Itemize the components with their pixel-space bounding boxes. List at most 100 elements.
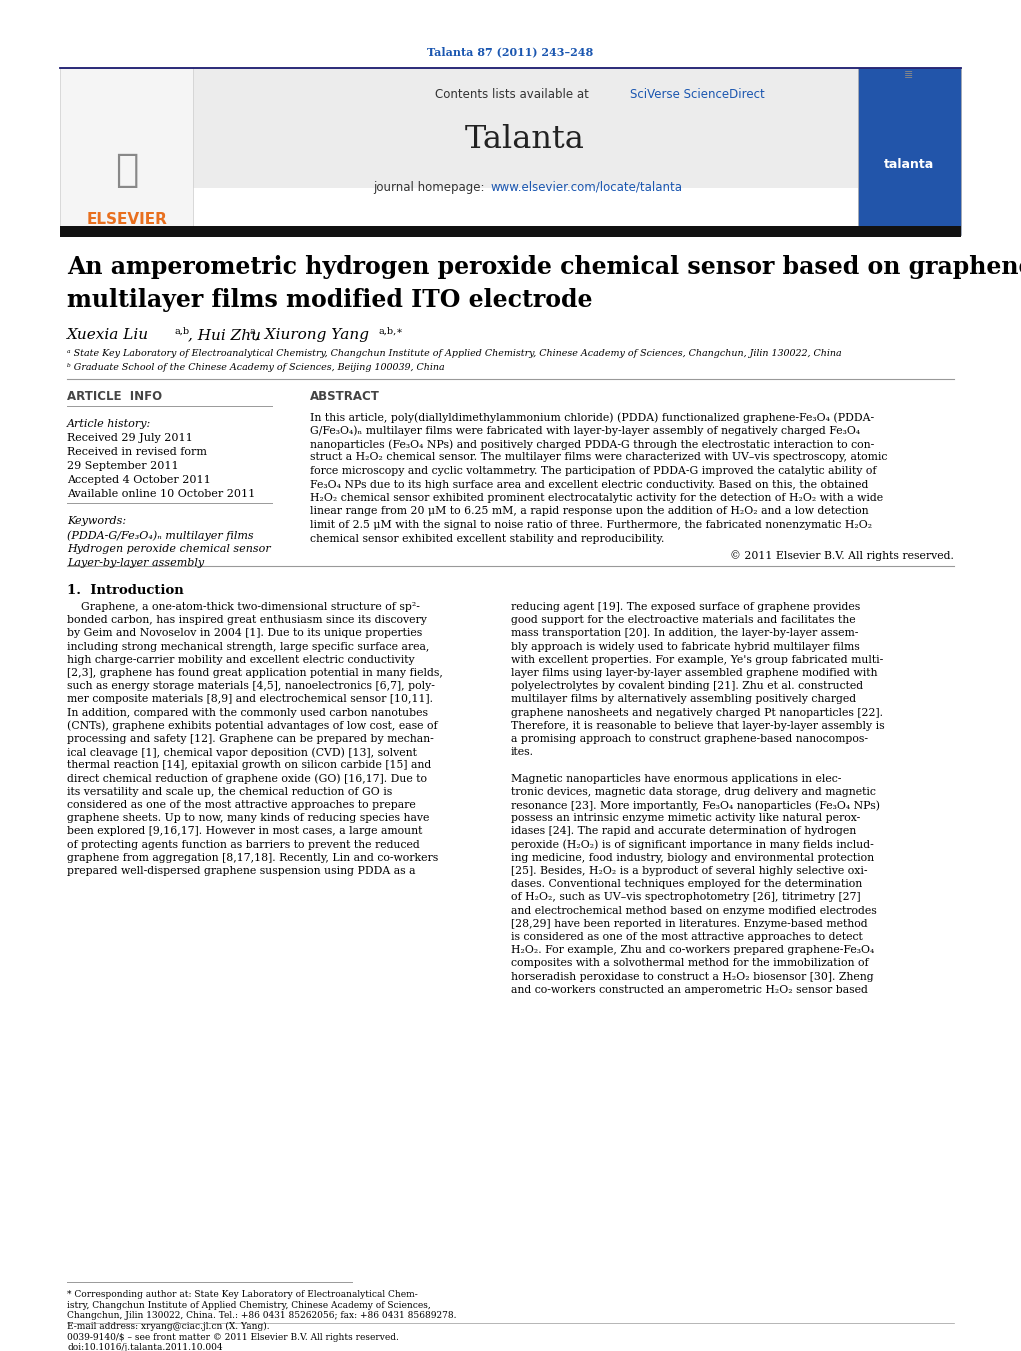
Text: a promising approach to construct graphene-based nanocompos-: a promising approach to construct graphe… xyxy=(510,734,868,744)
Text: tronic devices, magnetic data storage, drug delivery and magnetic: tronic devices, magnetic data storage, d… xyxy=(510,786,876,797)
Text: Layer-by-layer assembly: Layer-by-layer assembly xyxy=(67,558,204,567)
Text: of protecting agents function as barriers to prevent the reduced: of protecting agents function as barrier… xyxy=(67,839,420,850)
Text: reducing agent [19]. The exposed surface of graphene provides: reducing agent [19]. The exposed surface… xyxy=(510,603,861,612)
Text: such as energy storage materials [4,5], nanoelectronics [6,7], poly-: such as energy storage materials [4,5], … xyxy=(67,681,435,692)
Text: ≣: ≣ xyxy=(905,70,914,80)
Text: with excellent properties. For example, Ye's group fabricated multi-: with excellent properties. For example, … xyxy=(510,655,883,665)
Text: * Corresponding author at: State Key Laboratory of Electroanalytical Chem-: * Corresponding author at: State Key Lab… xyxy=(67,1290,418,1300)
Text: ᵇ Graduate School of the Chinese Academy of Sciences, Beijing 100039, China: ᵇ Graduate School of the Chinese Academy… xyxy=(67,362,444,372)
Text: mer composite materials [8,9] and electrochemical sensor [10,11].: mer composite materials [8,9] and electr… xyxy=(67,694,433,704)
Text: possess an intrinsic enzyme mimetic activity like natural perox-: possess an intrinsic enzyme mimetic acti… xyxy=(510,813,861,823)
Text: direct chemical reduction of graphene oxide (GO) [16,17]. Due to: direct chemical reduction of graphene ox… xyxy=(67,774,427,784)
Bar xyxy=(60,68,193,235)
Text: linear range from 20 μM to 6.25 mM, a rapid response upon the addition of H₂O₂ a: linear range from 20 μM to 6.25 mM, a ra… xyxy=(310,507,869,516)
Text: ABSTRACT: ABSTRACT xyxy=(310,390,380,404)
Text: Contents lists available at: Contents lists available at xyxy=(435,89,592,101)
Text: of H₂O₂, such as UV–vis spectrophotometry [26], titrimetry [27]: of H₂O₂, such as UV–vis spectrophotometr… xyxy=(510,893,861,902)
Text: Fe₃O₄ NPs due to its high surface area and excellent electric conductivity. Base: Fe₃O₄ NPs due to its high surface area a… xyxy=(310,480,869,489)
Text: force microscopy and cyclic voltammetry. The participation of PDDA-G improved th: force microscopy and cyclic voltammetry.… xyxy=(310,466,876,476)
Text: In addition, compared with the commonly used carbon nanotubes: In addition, compared with the commonly … xyxy=(67,708,428,717)
Text: H₂O₂ chemical sensor exhibited prominent electrocatalytic activity for the detec: H₂O₂ chemical sensor exhibited prominent… xyxy=(310,493,883,503)
Text: Hydrogen peroxide chemical sensor: Hydrogen peroxide chemical sensor xyxy=(67,544,271,554)
Text: Accepted 4 October 2011: Accepted 4 October 2011 xyxy=(67,476,210,485)
Text: dases. Conventional techniques employed for the determination: dases. Conventional techniques employed … xyxy=(510,880,863,889)
Bar xyxy=(858,68,961,235)
Text: including strong mechanical strength, large specific surface area,: including strong mechanical strength, la… xyxy=(67,642,430,651)
Text: processing and safety [12]. Graphene can be prepared by mechan-: processing and safety [12]. Graphene can… xyxy=(67,734,434,744)
Text: ARTICLE  INFO: ARTICLE INFO xyxy=(67,390,162,404)
Text: [2,3], graphene has found great application potential in many fields,: [2,3], graphene has found great applicat… xyxy=(67,667,443,678)
Text: ing medicine, food industry, biology and environmental protection: ing medicine, food industry, biology and… xyxy=(510,852,874,863)
Text: 29 September 2011: 29 September 2011 xyxy=(67,461,179,471)
Text: ical cleavage [1], chemical vapor deposition (CVD) [13], solvent: ical cleavage [1], chemical vapor deposi… xyxy=(67,747,417,758)
Text: resonance [23]. More importantly, Fe₃O₄ nanoparticles (Fe₃O₄ NPs): resonance [23]. More importantly, Fe₃O₄ … xyxy=(510,800,880,811)
Text: thermal reaction [14], epitaxial growth on silicon carbide [15] and: thermal reaction [14], epitaxial growth … xyxy=(67,761,431,770)
Text: H₂O₂. For example, Zhu and co-workers prepared graphene-Fe₃O₄: H₂O₂. For example, Zhu and co-workers pr… xyxy=(510,946,874,955)
Text: Changchun, Jilin 130022, China. Tel.: +86 0431 85262056; fax: +86 0431 85689278.: Changchun, Jilin 130022, China. Tel.: +8… xyxy=(67,1310,456,1320)
Text: © 2011 Elsevier B.V. All rights reserved.: © 2011 Elsevier B.V. All rights reserved… xyxy=(730,550,954,561)
Text: composites with a solvothermal method for the immobilization of: composites with a solvothermal method fo… xyxy=(510,958,869,969)
Text: struct a H₂O₂ chemical sensor. The multilayer films were characterized with UV–v: struct a H₂O₂ chemical sensor. The multi… xyxy=(310,453,887,462)
Text: graphene from aggregation [8,17,18]. Recently, Lin and co-workers: graphene from aggregation [8,17,18]. Rec… xyxy=(67,852,438,863)
Text: bly approach is widely used to fabricate hybrid multilayer films: bly approach is widely used to fabricate… xyxy=(510,642,860,651)
Text: www.elsevier.com/locate/talanta: www.elsevier.com/locate/talanta xyxy=(490,181,682,193)
Text: ᵃ State Key Laboratory of Electroanalytical Chemistry, Changchun Institute of Ap: ᵃ State Key Laboratory of Electroanalyti… xyxy=(67,350,841,358)
Text: Magnetic nanoparticles have enormous applications in elec-: Magnetic nanoparticles have enormous app… xyxy=(510,774,841,784)
Text: a,b: a,b xyxy=(174,327,189,335)
Text: ELSEVIER: ELSEVIER xyxy=(87,212,167,227)
Text: considered as one of the most attractive approaches to prepare: considered as one of the most attractive… xyxy=(67,800,416,811)
Text: mass transportation [20]. In addition, the layer-by-layer assem-: mass transportation [20]. In addition, t… xyxy=(510,628,859,639)
Text: is considered as one of the most attractive approaches to detect: is considered as one of the most attract… xyxy=(510,932,863,942)
Text: [28,29] have been reported in literatures. Enzyme-based method: [28,29] have been reported in literature… xyxy=(510,919,868,928)
Text: Talanta: Talanta xyxy=(465,124,585,155)
Text: nanoparticles (Fe₃O₄ NPs) and positively charged PDDA-G through the electrostati: nanoparticles (Fe₃O₄ NPs) and positively… xyxy=(310,439,874,450)
Text: journal homepage:: journal homepage: xyxy=(373,181,488,193)
Text: Received in revised form: Received in revised form xyxy=(67,447,207,457)
Text: limit of 2.5 μM with the signal to noise ratio of three. Furthermore, the fabric: limit of 2.5 μM with the signal to noise… xyxy=(310,520,872,530)
Text: bonded carbon, has inspired great enthusiasm since its discovery: bonded carbon, has inspired great enthus… xyxy=(67,615,427,626)
Text: 1.  Introduction: 1. Introduction xyxy=(67,584,184,597)
Text: In this article, poly(diallyldimethylammonium chloride) (PDDA) functionalized gr: In this article, poly(diallyldimethylamm… xyxy=(310,412,874,423)
Text: idases [24]. The rapid and accurate determination of hydrogen: idases [24]. The rapid and accurate dete… xyxy=(510,827,857,836)
Text: (CNTs), graphene exhibits potential advantages of low cost, ease of: (CNTs), graphene exhibits potential adva… xyxy=(67,721,438,731)
Text: prepared well-dispersed graphene suspension using PDDA as a: prepared well-dispersed graphene suspens… xyxy=(67,866,416,875)
Text: layer films using layer-by-layer assembled graphene modified with: layer films using layer-by-layer assembl… xyxy=(510,667,877,678)
Text: and co-workers constructed an amperometric H₂O₂ sensor based: and co-workers constructed an amperometr… xyxy=(510,985,868,994)
Text: horseradish peroxidase to construct a H₂O₂ biosensor [30]. Zheng: horseradish peroxidase to construct a H₂… xyxy=(510,971,874,982)
Text: its versatility and scale up, the chemical reduction of GO is: its versatility and scale up, the chemic… xyxy=(67,786,392,797)
Text: Xuexia Liu: Xuexia Liu xyxy=(67,328,149,342)
Text: Article history:: Article history: xyxy=(67,419,151,430)
Text: polyelectrolytes by covalent binding [21]. Zhu et al. constructed: polyelectrolytes by covalent binding [21… xyxy=(510,681,863,692)
Text: Keywords:: Keywords: xyxy=(67,516,127,526)
Text: good support for the electroactive materials and facilitates the: good support for the electroactive mater… xyxy=(510,615,856,626)
Text: Received 29 July 2011: Received 29 July 2011 xyxy=(67,434,193,443)
Text: been explored [9,16,17]. However in most cases, a large amount: been explored [9,16,17]. However in most… xyxy=(67,827,423,836)
Text: ites.: ites. xyxy=(510,747,534,757)
Text: chemical sensor exhibited excellent stability and reproducibility.: chemical sensor exhibited excellent stab… xyxy=(310,534,665,543)
Bar xyxy=(60,226,961,236)
Text: SciVerse ScienceDirect: SciVerse ScienceDirect xyxy=(630,89,765,101)
Text: Talanta 87 (2011) 243–248: Talanta 87 (2011) 243–248 xyxy=(427,46,593,58)
Text: [25]. Besides, H₂O₂ is a byproduct of several highly selective oxi-: [25]. Besides, H₂O₂ is a byproduct of se… xyxy=(510,866,868,875)
Text: G/Fe₃O₄)ₙ multilayer films were fabricated with layer-by-layer assembly of negat: G/Fe₃O₄)ₙ multilayer films were fabricat… xyxy=(310,426,860,436)
Text: graphene sheets. Up to now, many kinds of reducing species have: graphene sheets. Up to now, many kinds o… xyxy=(67,813,430,823)
Text: multilayer films modified ITO electrode: multilayer films modified ITO electrode xyxy=(67,288,592,312)
Bar xyxy=(193,68,858,188)
Text: (PDDA-G/Fe₃O₄)ₙ multilayer films: (PDDA-G/Fe₃O₄)ₙ multilayer films xyxy=(67,530,253,540)
Text: peroxide (H₂O₂) is of significant importance in many fields includ-: peroxide (H₂O₂) is of significant import… xyxy=(510,839,874,850)
Text: istry, Changchun Institute of Applied Chemistry, Chinese Academy of Sciences,: istry, Changchun Institute of Applied Ch… xyxy=(67,1301,431,1309)
Text: graphene nanosheets and negatively charged Pt nanoparticles [22].: graphene nanosheets and negatively charg… xyxy=(510,708,883,717)
Text: 0039-9140/$ – see front matter © 2011 Elsevier B.V. All rights reserved.: 0039-9140/$ – see front matter © 2011 El… xyxy=(67,1333,399,1342)
Text: doi:10.1016/j.talanta.2011.10.004: doi:10.1016/j.talanta.2011.10.004 xyxy=(67,1343,223,1351)
Text: multilayer films by alternatively assembling positively charged: multilayer films by alternatively assemb… xyxy=(510,694,857,704)
Text: high charge-carrier mobility and excellent electric conductivity: high charge-carrier mobility and excelle… xyxy=(67,655,415,665)
Text: by Geim and Novoselov in 2004 [1]. Due to its unique properties: by Geim and Novoselov in 2004 [1]. Due t… xyxy=(67,628,423,639)
Text: Therefore, it is reasonable to believe that layer-by-layer assembly is: Therefore, it is reasonable to believe t… xyxy=(510,721,884,731)
Text: E-mail address: xryang@ciac.jl.cn (X. Yang).: E-mail address: xryang@ciac.jl.cn (X. Ya… xyxy=(67,1321,270,1331)
Text: talanta: talanta xyxy=(884,158,934,172)
Text: , Xiurong Yang: , Xiurong Yang xyxy=(255,328,369,342)
Text: a: a xyxy=(249,327,255,335)
Text: , Hui Zhu: , Hui Zhu xyxy=(188,328,261,342)
Text: a,b,∗: a,b,∗ xyxy=(378,327,403,335)
Text: 🌳: 🌳 xyxy=(115,151,139,189)
